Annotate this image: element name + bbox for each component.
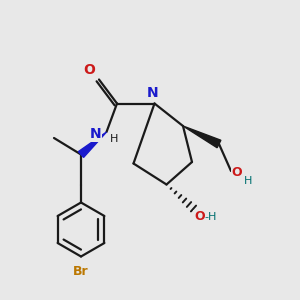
Text: H: H <box>244 176 252 187</box>
Text: N: N <box>89 128 101 141</box>
Text: -H: -H <box>205 212 217 222</box>
Text: O: O <box>194 210 205 224</box>
Text: O: O <box>232 166 242 179</box>
Text: N: N <box>147 86 158 100</box>
Text: H: H <box>110 134 118 144</box>
Polygon shape <box>78 132 106 158</box>
Text: O: O <box>83 62 95 76</box>
Text: Br: Br <box>73 265 89 278</box>
Polygon shape <box>183 126 221 148</box>
